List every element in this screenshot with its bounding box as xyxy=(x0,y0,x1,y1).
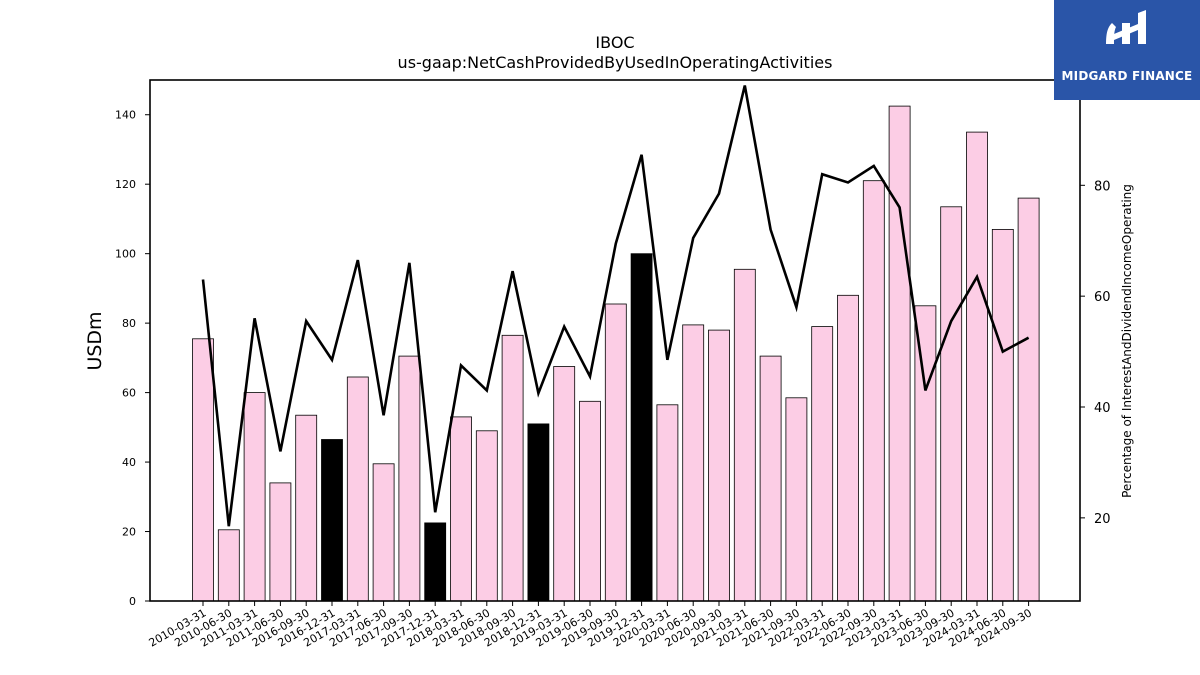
bar-2010-03-31 xyxy=(192,338,214,602)
bar-2011-06-30 xyxy=(269,482,292,602)
y-tick-label-20: 20 xyxy=(122,526,136,539)
bar-2024-09-30 xyxy=(1017,197,1040,602)
y2-tick-label-80: 80 xyxy=(1094,179,1111,194)
bar-2018-12-31 xyxy=(527,423,550,602)
bar-2018-06-30 xyxy=(475,430,498,602)
bar-2010-06-30 xyxy=(217,529,240,602)
chart-title: IBOC xyxy=(595,33,634,52)
bar-2018-09-30 xyxy=(501,334,524,602)
plot-frame xyxy=(149,79,1081,602)
bar-2022-03-31 xyxy=(811,326,834,602)
bar-2021-09-30 xyxy=(785,397,808,602)
bar-2011-03-31 xyxy=(243,392,266,602)
y2-tick-label-20: 20 xyxy=(1094,512,1111,527)
bar-2018-03-31 xyxy=(450,416,472,602)
bar-2020-09-30 xyxy=(708,329,730,602)
y-tick-label-80: 80 xyxy=(122,317,136,330)
y-tick-label-0: 0 xyxy=(129,595,136,608)
bar-2024-06-30 xyxy=(991,228,1014,602)
bar-2019-12-31 xyxy=(630,253,653,602)
bar-2019-09-30 xyxy=(604,303,627,602)
bar-2020-06-30 xyxy=(682,324,705,602)
bar-2017-03-31 xyxy=(346,376,369,602)
bar-2016-09-30 xyxy=(295,414,318,602)
y-axis-label: USDm xyxy=(84,311,106,370)
y-tick-label-40: 40 xyxy=(122,456,136,469)
bar-2017-12-31 xyxy=(424,522,447,602)
y2-tick-label-40: 40 xyxy=(1094,401,1111,416)
bar-2019-06-30 xyxy=(579,400,601,602)
bar-2020-03-31 xyxy=(656,404,679,602)
bar-series xyxy=(192,105,1040,602)
y-tick-label-60: 60 xyxy=(122,387,136,400)
midgard-finance-logo: MIDGARD FINANCE xyxy=(1054,0,1200,100)
bar-2023-03-31 xyxy=(888,105,911,602)
y-tick-label-120: 120 xyxy=(115,178,136,191)
y-tick-label-100: 100 xyxy=(115,248,136,261)
bar-2021-06-30 xyxy=(759,355,782,602)
bar-2023-09-30 xyxy=(940,206,963,602)
y2-axis-label: Percentage of InterestAndDividendIncomeO… xyxy=(1120,184,1134,498)
bar-2021-03-31 xyxy=(733,268,756,602)
bar-2017-09-30 xyxy=(398,355,421,602)
bar-2023-06-30 xyxy=(914,305,937,602)
bar-2024-03-31 xyxy=(966,131,988,602)
bar-2022-09-30 xyxy=(862,180,885,602)
bar-2017-06-30 xyxy=(372,463,395,602)
line-series xyxy=(201,85,1030,527)
bar-2016-12-31 xyxy=(321,439,343,602)
chart-subtitle: us-gaap:NetCashProvidedByUsedInOperating… xyxy=(398,53,833,72)
bar-2019-03-31 xyxy=(553,366,576,602)
y2-tick-label-60: 60 xyxy=(1094,290,1111,305)
y-tick-label-140: 140 xyxy=(115,109,136,122)
line-series-path xyxy=(201,85,1030,527)
midgard-logo-icon xyxy=(1106,10,1146,44)
logo-text: MIDGARD FINANCE xyxy=(1061,69,1193,83)
bar-2022-06-30 xyxy=(837,294,859,602)
